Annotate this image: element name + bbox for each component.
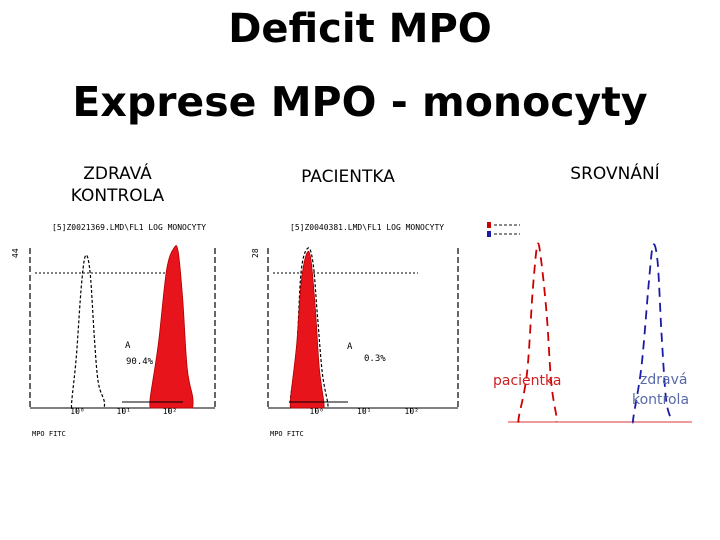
label-healthy-line1: ZDRAVÁ <box>83 164 152 184</box>
annotation-healthy-line1: zdravá <box>640 372 687 388</box>
panel-header: [5]Z0021369.LMD\FL1 LOG MONOCYTY <box>52 223 206 232</box>
gate-label: A <box>347 342 353 352</box>
x-axis-label: MPO FITC <box>270 430 304 438</box>
label-comparison: SROVNÁNÍ <box>570 164 660 184</box>
x-axis-label: MPO FITC <box>32 430 66 438</box>
histogram-isotype-dashed <box>70 254 106 409</box>
gate-percent: 90.4% <box>126 357 154 367</box>
panel-header: [5]Z0040381.LMD\FL1 LOG MONOCYTY <box>290 223 444 232</box>
histogram-mpo-filled <box>289 250 325 409</box>
slide-subtitle: Exprese MPO - monocyty <box>72 78 648 126</box>
annotation-patient: pacientka <box>493 373 561 389</box>
x-tick-label: 10¹ <box>357 407 371 416</box>
gate-label: A <box>125 341 131 351</box>
legend-swatch-patient <box>487 222 491 228</box>
annotation-healthy-line2: kontrola <box>632 392 689 408</box>
x-tick-label: 10² <box>405 407 419 416</box>
histogram-mpo-filled <box>149 245 194 409</box>
gate-percent: 0.3% <box>364 354 386 364</box>
x-tick-label: 10² <box>163 407 177 416</box>
y-axis-max-label: 44 <box>11 248 20 258</box>
y-axis-max-label: 28 <box>251 248 260 258</box>
legend-swatch-healthy <box>487 231 491 237</box>
series-line-healthy <box>631 243 672 424</box>
label-healthy-control: ZDRAVÁ KONTROLA <box>55 163 180 207</box>
label-healthy-line2: KONTROLA <box>70 186 165 206</box>
x-tick-label: 10¹ <box>117 407 131 416</box>
series-line-patient <box>517 242 558 423</box>
x-tick-label: 10⁰ <box>310 407 324 416</box>
slide-title: Deficit MPO <box>228 6 492 52</box>
x-tick-label: 10⁰ <box>70 407 84 416</box>
label-patient: PACIENTKA <box>301 167 395 187</box>
